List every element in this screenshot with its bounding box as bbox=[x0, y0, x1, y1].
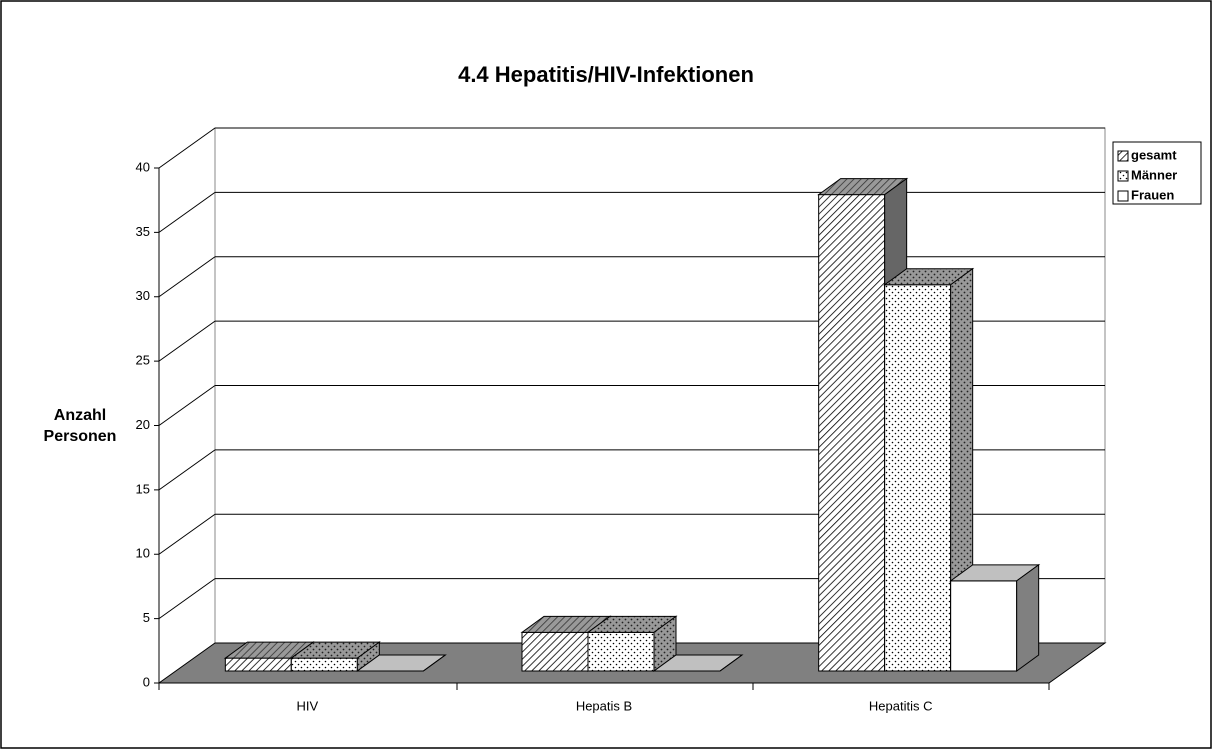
legend-swatch bbox=[1117, 170, 1129, 182]
bar bbox=[818, 194, 886, 672]
grid-line bbox=[158, 256, 216, 298]
y-tick-label: 10 bbox=[136, 546, 150, 561]
y-tick-label: 30 bbox=[136, 288, 150, 303]
grid-line bbox=[158, 513, 216, 555]
y-tick-label: 15 bbox=[136, 481, 150, 496]
bar-side bbox=[423, 654, 446, 672]
bar bbox=[950, 580, 1018, 672]
grid-line bbox=[158, 320, 216, 362]
bar-side bbox=[1016, 563, 1040, 672]
bar bbox=[290, 657, 358, 672]
grid-line bbox=[158, 449, 216, 491]
chart-title: 4.4 Hepatitis/HIV-Infektionen bbox=[458, 62, 754, 87]
grid-line bbox=[158, 127, 216, 169]
legend-label: Männer bbox=[1131, 167, 1177, 182]
y-tick-label: 5 bbox=[143, 610, 150, 625]
y-tick-label: 40 bbox=[136, 159, 150, 174]
bar bbox=[884, 284, 952, 672]
y-tick-label: 35 bbox=[136, 224, 150, 239]
bar bbox=[587, 631, 655, 672]
y-tick-label: 25 bbox=[136, 353, 150, 368]
bar bbox=[224, 657, 292, 672]
y-tick-label: 0 bbox=[143, 674, 150, 689]
grid-line bbox=[158, 578, 216, 620]
grid-line bbox=[158, 191, 216, 233]
grid-line bbox=[158, 385, 216, 426]
legend-swatch bbox=[1117, 150, 1129, 162]
y-axis-label: Anzahl Personen bbox=[43, 407, 117, 445]
x-tick-label: Hepatis B bbox=[576, 698, 632, 713]
bar-side bbox=[719, 654, 743, 672]
bar bbox=[521, 631, 589, 672]
x-tick-label: HIV bbox=[296, 698, 318, 713]
legend-label: Frauen bbox=[1131, 187, 1174, 202]
x-tick-label: Hepatitis C bbox=[869, 698, 933, 713]
legend-label: gesamt bbox=[1131, 147, 1177, 162]
y-tick-label: 20 bbox=[136, 417, 150, 432]
legend-swatch bbox=[1117, 190, 1129, 202]
